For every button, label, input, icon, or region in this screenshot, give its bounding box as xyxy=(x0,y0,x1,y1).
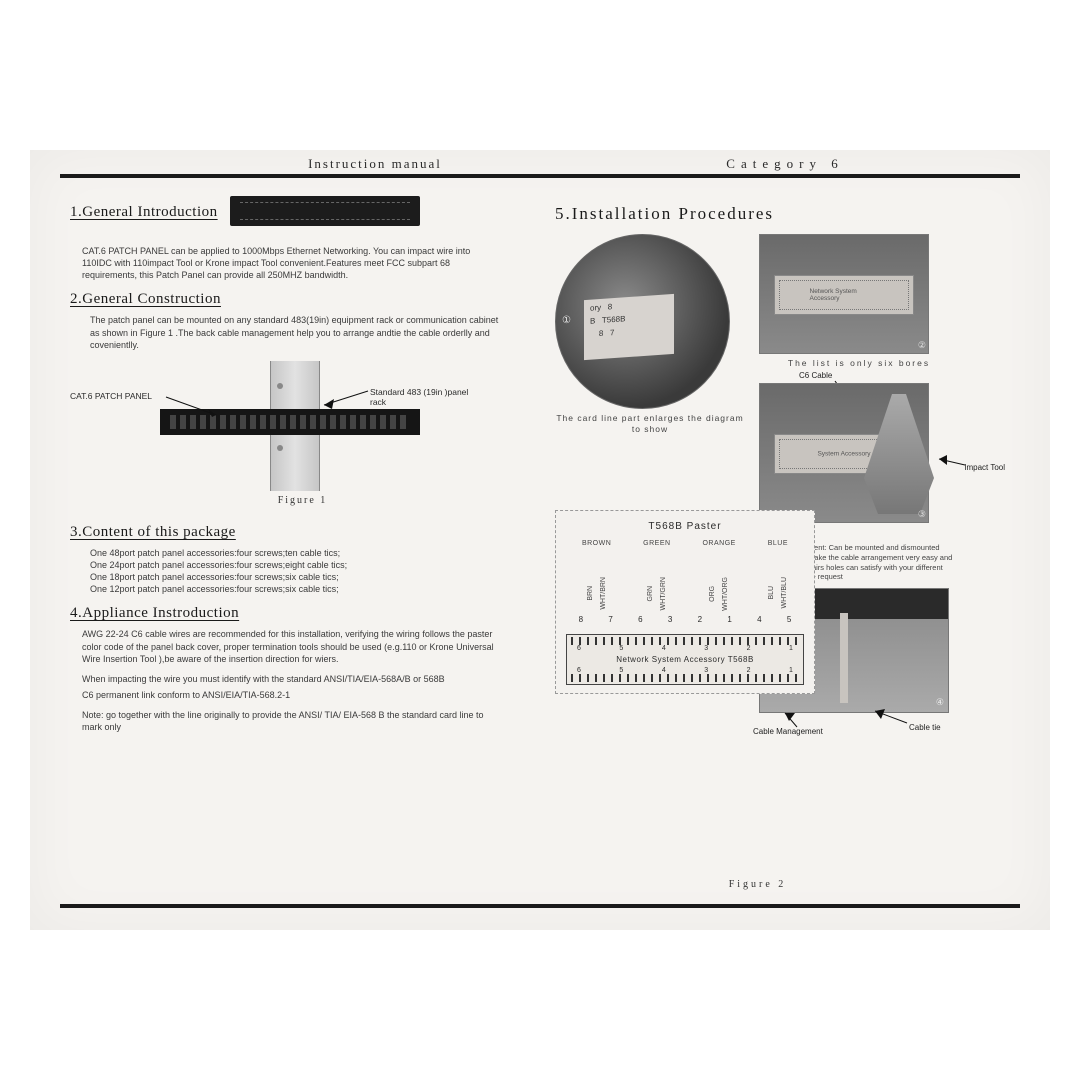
paster-columns: BROWNBRNWHT/BRN GREENGRNWHT/GRN ORANGEOR… xyxy=(566,540,804,611)
step-2-num: ② xyxy=(918,340,926,351)
step-2-photo: Network System Accessory ② xyxy=(759,234,929,354)
cable-tie-label: Cable tie xyxy=(909,723,941,732)
section-4-p4: Note: go together with the line original… xyxy=(82,709,502,733)
section-1-body: CAT.6 PATCH PANEL can be applied to 1000… xyxy=(82,245,502,281)
figure-2-caption: Figure 2 xyxy=(555,879,960,890)
bottom-rule xyxy=(60,904,1020,908)
paster-title: T568B Paster xyxy=(566,521,804,532)
section-3-title: 3.Content of this package xyxy=(70,524,535,541)
step-2-strip-label: Network System Accessory xyxy=(810,288,879,302)
impact-tool-label: Impact Tool xyxy=(964,463,1005,472)
section-1-title: 1.General Introduction xyxy=(70,204,218,221)
step-2-caption: The list is only six bores xyxy=(759,358,959,369)
page-header: Instruction manual Category 6 xyxy=(30,156,1050,172)
columns: 1.General Introduction CAT.6 PATCH PANEL… xyxy=(70,194,1020,890)
section-3-body: One 48port patch panel accessories:four … xyxy=(90,547,510,596)
step-3-num: ③ xyxy=(918,509,926,520)
nsa-label: Network System Accessory T568B xyxy=(571,652,799,667)
impact-tool-graphic xyxy=(864,394,934,514)
header-left: Instruction manual xyxy=(30,156,580,172)
pkg-line: One 12port patch panel accessories:four … xyxy=(90,583,510,595)
figure-1: CAT.6 PATCH PANEL Standard 483 (19in )pa… xyxy=(70,361,490,491)
left-column: 1.General Introduction CAT.6 PATCH PANEL… xyxy=(70,194,535,890)
step-1-num: ① xyxy=(562,315,571,326)
section-2-title: 2.General Construction xyxy=(70,291,535,308)
section-4-title: 4.Appliance Instroduction xyxy=(70,605,535,622)
fig1-label-panel: CAT.6 PATCH PANEL xyxy=(70,391,152,401)
c6-cable-label: C6 Cable xyxy=(799,371,832,380)
step-1-label: ory 8 B T568B 8 7 xyxy=(584,294,674,360)
step-1-caption: The card line part enlarges the diagram … xyxy=(555,413,745,435)
patch-panel-photo xyxy=(230,196,420,226)
step-1-block: ory 8 B T568B 8 7 ① The card line part e… xyxy=(555,234,745,435)
pkg-line: One 24port patch panel accessories:four … xyxy=(90,559,510,571)
pkg-line: One 48port patch panel accessories:four … xyxy=(90,547,510,559)
paper-sheet: Instruction manual Category 6 1.General … xyxy=(30,150,1050,930)
right-column: 5.Installation Procedures ory 8 B T568B … xyxy=(555,194,1020,890)
section-5-title: 5.Installation Procedures xyxy=(555,204,1020,224)
top-rule xyxy=(60,174,1020,178)
pkg-line: One 18port patch panel accessories:four … xyxy=(90,571,510,583)
section-4-p3: C6 permanent link conform to ANSI/EIA/TI… xyxy=(82,689,502,701)
figure-1-caption: Figure 1 xyxy=(70,495,535,506)
step-3-block: C6 Cable System Accessory ③ Impact Tool xyxy=(759,383,959,523)
fig1-label-rack: Standard 483 (19in )panel rack xyxy=(370,387,470,407)
header-right: Category 6 xyxy=(580,156,1050,172)
nsa-bar: 654321 Network System Accessory T568B 65… xyxy=(566,634,804,685)
step-1-photo: ory 8 B T568B 8 7 ① xyxy=(555,234,730,409)
section-2-body: The patch panel can be mounted on any st… xyxy=(90,314,510,350)
section-4-p1: AWG 22-24 C6 cable wires are recommended… xyxy=(82,628,502,664)
paster-diagram: T568B Paster BROWNBRNWHT/BRN GREENGRNWHT… xyxy=(555,510,815,694)
section-4-p2: When impacting the wire you must identif… xyxy=(82,673,502,685)
step-3-photo: System Accessory ③ xyxy=(759,383,929,523)
step-4-num: ④ xyxy=(936,697,944,708)
